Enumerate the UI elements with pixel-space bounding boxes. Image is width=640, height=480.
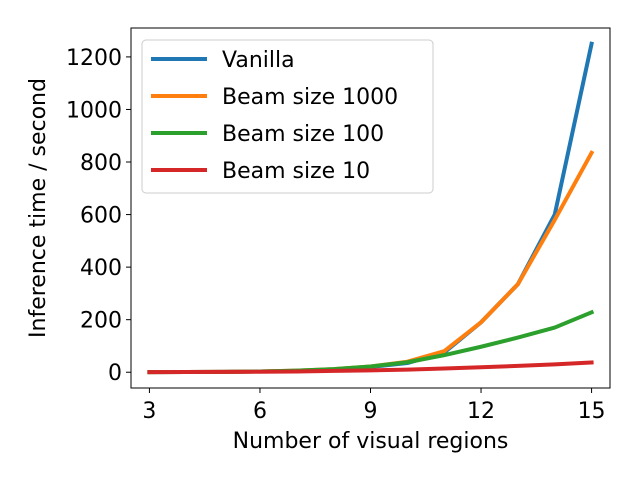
y-tick-label: 800: [80, 151, 122, 176]
legend-box: [141, 39, 434, 194]
x-tick-label: 15: [578, 399, 606, 424]
y-tick-label: 0: [108, 361, 122, 386]
x-axis: 3 6 9 12 15: [142, 388, 606, 424]
x-axis-label: Number of visual regions: [233, 429, 509, 454]
x-tick-label: 3: [142, 399, 156, 424]
y-axis: 0 200 400 600 800 1000 1200: [66, 46, 131, 386]
y-tick-label: 600: [80, 204, 122, 229]
y-tick-label: 200: [80, 309, 122, 334]
series-line-beam-size-100: [147, 309, 595, 375]
y-tick-label: 1000: [66, 98, 122, 123]
legend-label-beam-size-10: Beam size 10: [222, 159, 370, 184]
y-tick-label: 1200: [66, 46, 122, 71]
legend-label-beam-size-1000: Beam size 1000: [222, 85, 398, 110]
legend-label-beam-size-100: Beam size 100: [222, 122, 384, 147]
series-layer: [147, 41, 595, 375]
series-line-beam-size-10: [147, 360, 594, 375]
x-tick-label: 6: [253, 399, 267, 424]
x-tick-label: 12: [467, 399, 495, 424]
legend-label-vanilla: Vanilla: [222, 48, 295, 73]
x-tick-label: 9: [364, 399, 378, 424]
legend: Vanilla Beam size 1000 Beam size 100 Beam s…: [141, 39, 434, 194]
y-axis-label: Inference time / second: [26, 78, 51, 338]
y-tick-label: 400: [80, 256, 122, 281]
